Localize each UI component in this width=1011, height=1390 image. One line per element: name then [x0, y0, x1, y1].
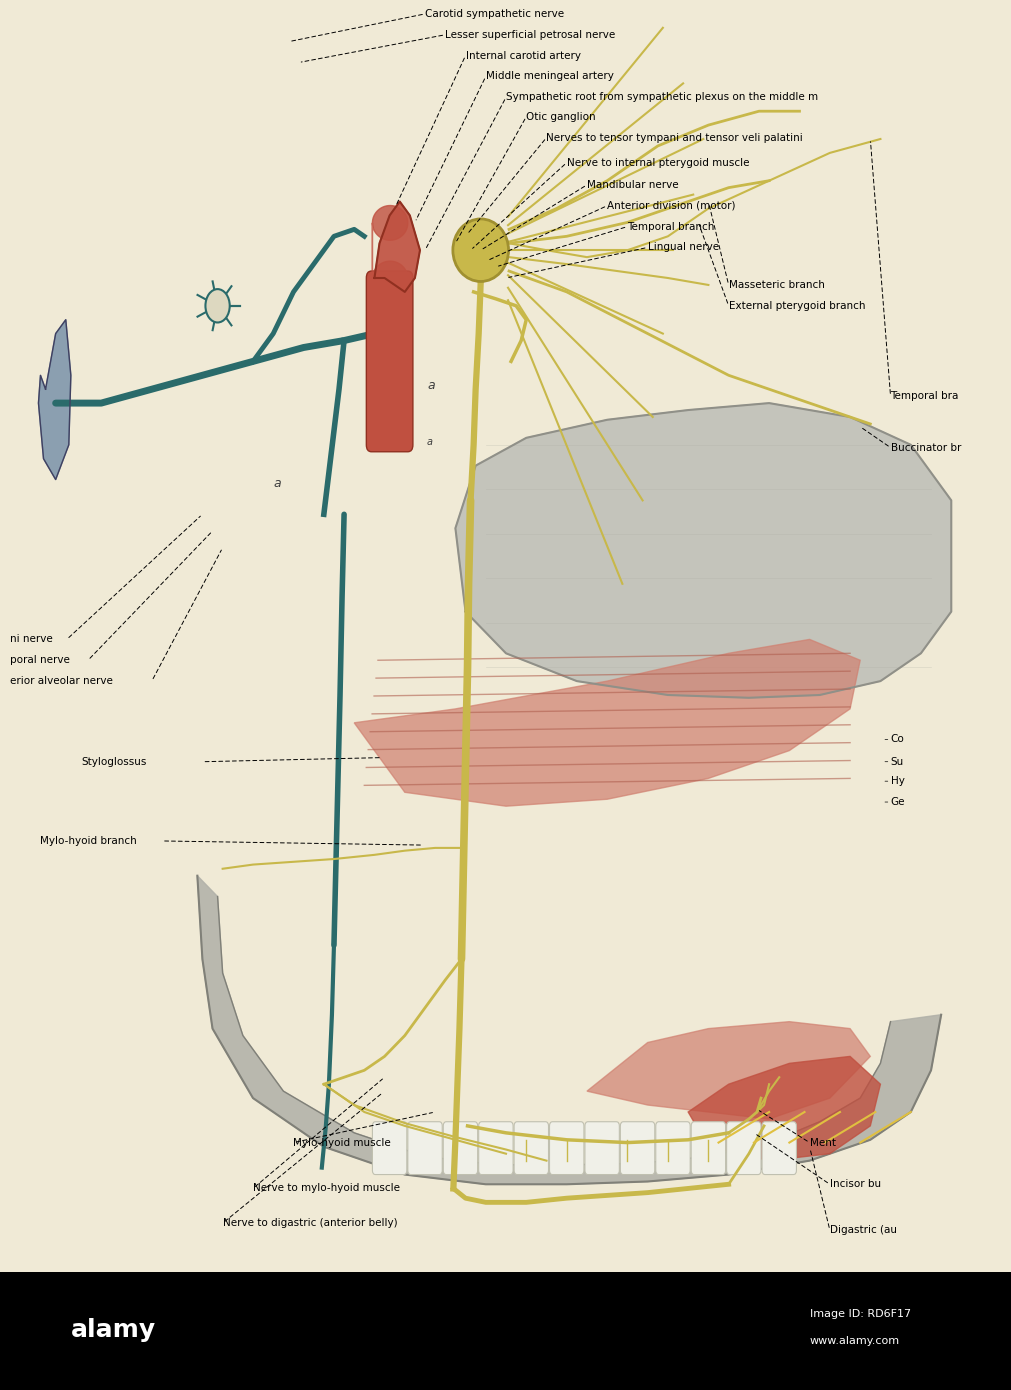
Text: Image ID: RD6F17: Image ID: RD6F17: [809, 1308, 910, 1319]
FancyBboxPatch shape: [549, 1122, 583, 1175]
FancyBboxPatch shape: [372, 1122, 406, 1175]
FancyBboxPatch shape: [726, 1122, 760, 1175]
Text: Co: Co: [890, 734, 904, 745]
Text: Nerves to tensor tympani and tensor veli palatini: Nerves to tensor tympani and tensor veli…: [546, 132, 803, 143]
Text: a: a: [273, 477, 281, 489]
Text: Nerve to internal pterygoid muscle: Nerve to internal pterygoid muscle: [566, 157, 748, 168]
Text: Nerve to mylo-hyoid muscle: Nerve to mylo-hyoid muscle: [253, 1183, 399, 1194]
Text: Temporal bra: Temporal bra: [890, 391, 958, 402]
Text: Middle meningeal artery: Middle meningeal artery: [485, 71, 613, 82]
Text: Ge: Ge: [890, 796, 904, 808]
Text: Ment: Ment: [809, 1137, 835, 1148]
FancyBboxPatch shape: [0, 0, 1011, 1272]
FancyBboxPatch shape: [584, 1122, 619, 1175]
FancyBboxPatch shape: [443, 1122, 477, 1175]
Text: Sympathetic root from sympathetic plexus on the middle m: Sympathetic root from sympathetic plexus…: [506, 92, 817, 103]
Text: a: a: [427, 379, 435, 392]
FancyBboxPatch shape: [366, 271, 412, 452]
Text: Carotid sympathetic nerve: Carotid sympathetic nerve: [425, 8, 563, 19]
Text: Mandibular nerve: Mandibular nerve: [586, 179, 678, 190]
FancyBboxPatch shape: [691, 1122, 725, 1175]
Text: www.alamy.com: www.alamy.com: [809, 1336, 899, 1347]
Text: Internal carotid artery: Internal carotid artery: [465, 50, 580, 61]
Text: Styloglossus: Styloglossus: [81, 756, 147, 767]
Ellipse shape: [452, 220, 508, 282]
Text: Mylo-hyoid branch: Mylo-hyoid branch: [40, 835, 137, 847]
FancyBboxPatch shape: [478, 1122, 513, 1175]
Polygon shape: [374, 202, 420, 292]
FancyBboxPatch shape: [620, 1122, 654, 1175]
FancyBboxPatch shape: [761, 1122, 796, 1175]
Text: poral nerve: poral nerve: [10, 655, 70, 666]
FancyBboxPatch shape: [407, 1122, 442, 1175]
Polygon shape: [197, 876, 940, 1184]
Text: Su: Su: [890, 756, 903, 767]
Text: alamy: alamy: [71, 1318, 156, 1343]
FancyBboxPatch shape: [655, 1122, 690, 1175]
Text: Temporal branch: Temporal branch: [627, 221, 714, 232]
Text: Hy: Hy: [890, 776, 904, 787]
FancyBboxPatch shape: [0, 1272, 1011, 1390]
Text: Anterior division (motor): Anterior division (motor): [607, 200, 735, 211]
Text: Buccinator br: Buccinator br: [890, 442, 960, 453]
Text: erior alveolar nerve: erior alveolar nerve: [10, 676, 113, 687]
Text: Otic ganglion: Otic ganglion: [526, 111, 595, 122]
Circle shape: [205, 289, 229, 322]
Text: Lingual nerve: Lingual nerve: [647, 242, 718, 253]
Polygon shape: [455, 403, 950, 698]
Polygon shape: [586, 1022, 869, 1119]
Polygon shape: [354, 639, 859, 806]
Polygon shape: [687, 1056, 880, 1161]
Text: ni nerve: ni nerve: [10, 634, 53, 645]
Text: a: a: [427, 436, 433, 446]
Text: Digastric (au: Digastric (au: [829, 1225, 896, 1236]
Text: Incisor bu: Incisor bu: [829, 1179, 881, 1190]
Polygon shape: [38, 320, 71, 480]
Text: Nerve to digastric (anterior belly): Nerve to digastric (anterior belly): [222, 1218, 397, 1229]
Text: External pterygoid branch: External pterygoid branch: [728, 300, 864, 311]
FancyBboxPatch shape: [514, 1122, 548, 1175]
Text: Lesser superficial petrosal nerve: Lesser superficial petrosal nerve: [445, 29, 615, 40]
Text: Masseteric branch: Masseteric branch: [728, 279, 824, 291]
Text: Mylo-hyoid muscle: Mylo-hyoid muscle: [293, 1137, 391, 1148]
